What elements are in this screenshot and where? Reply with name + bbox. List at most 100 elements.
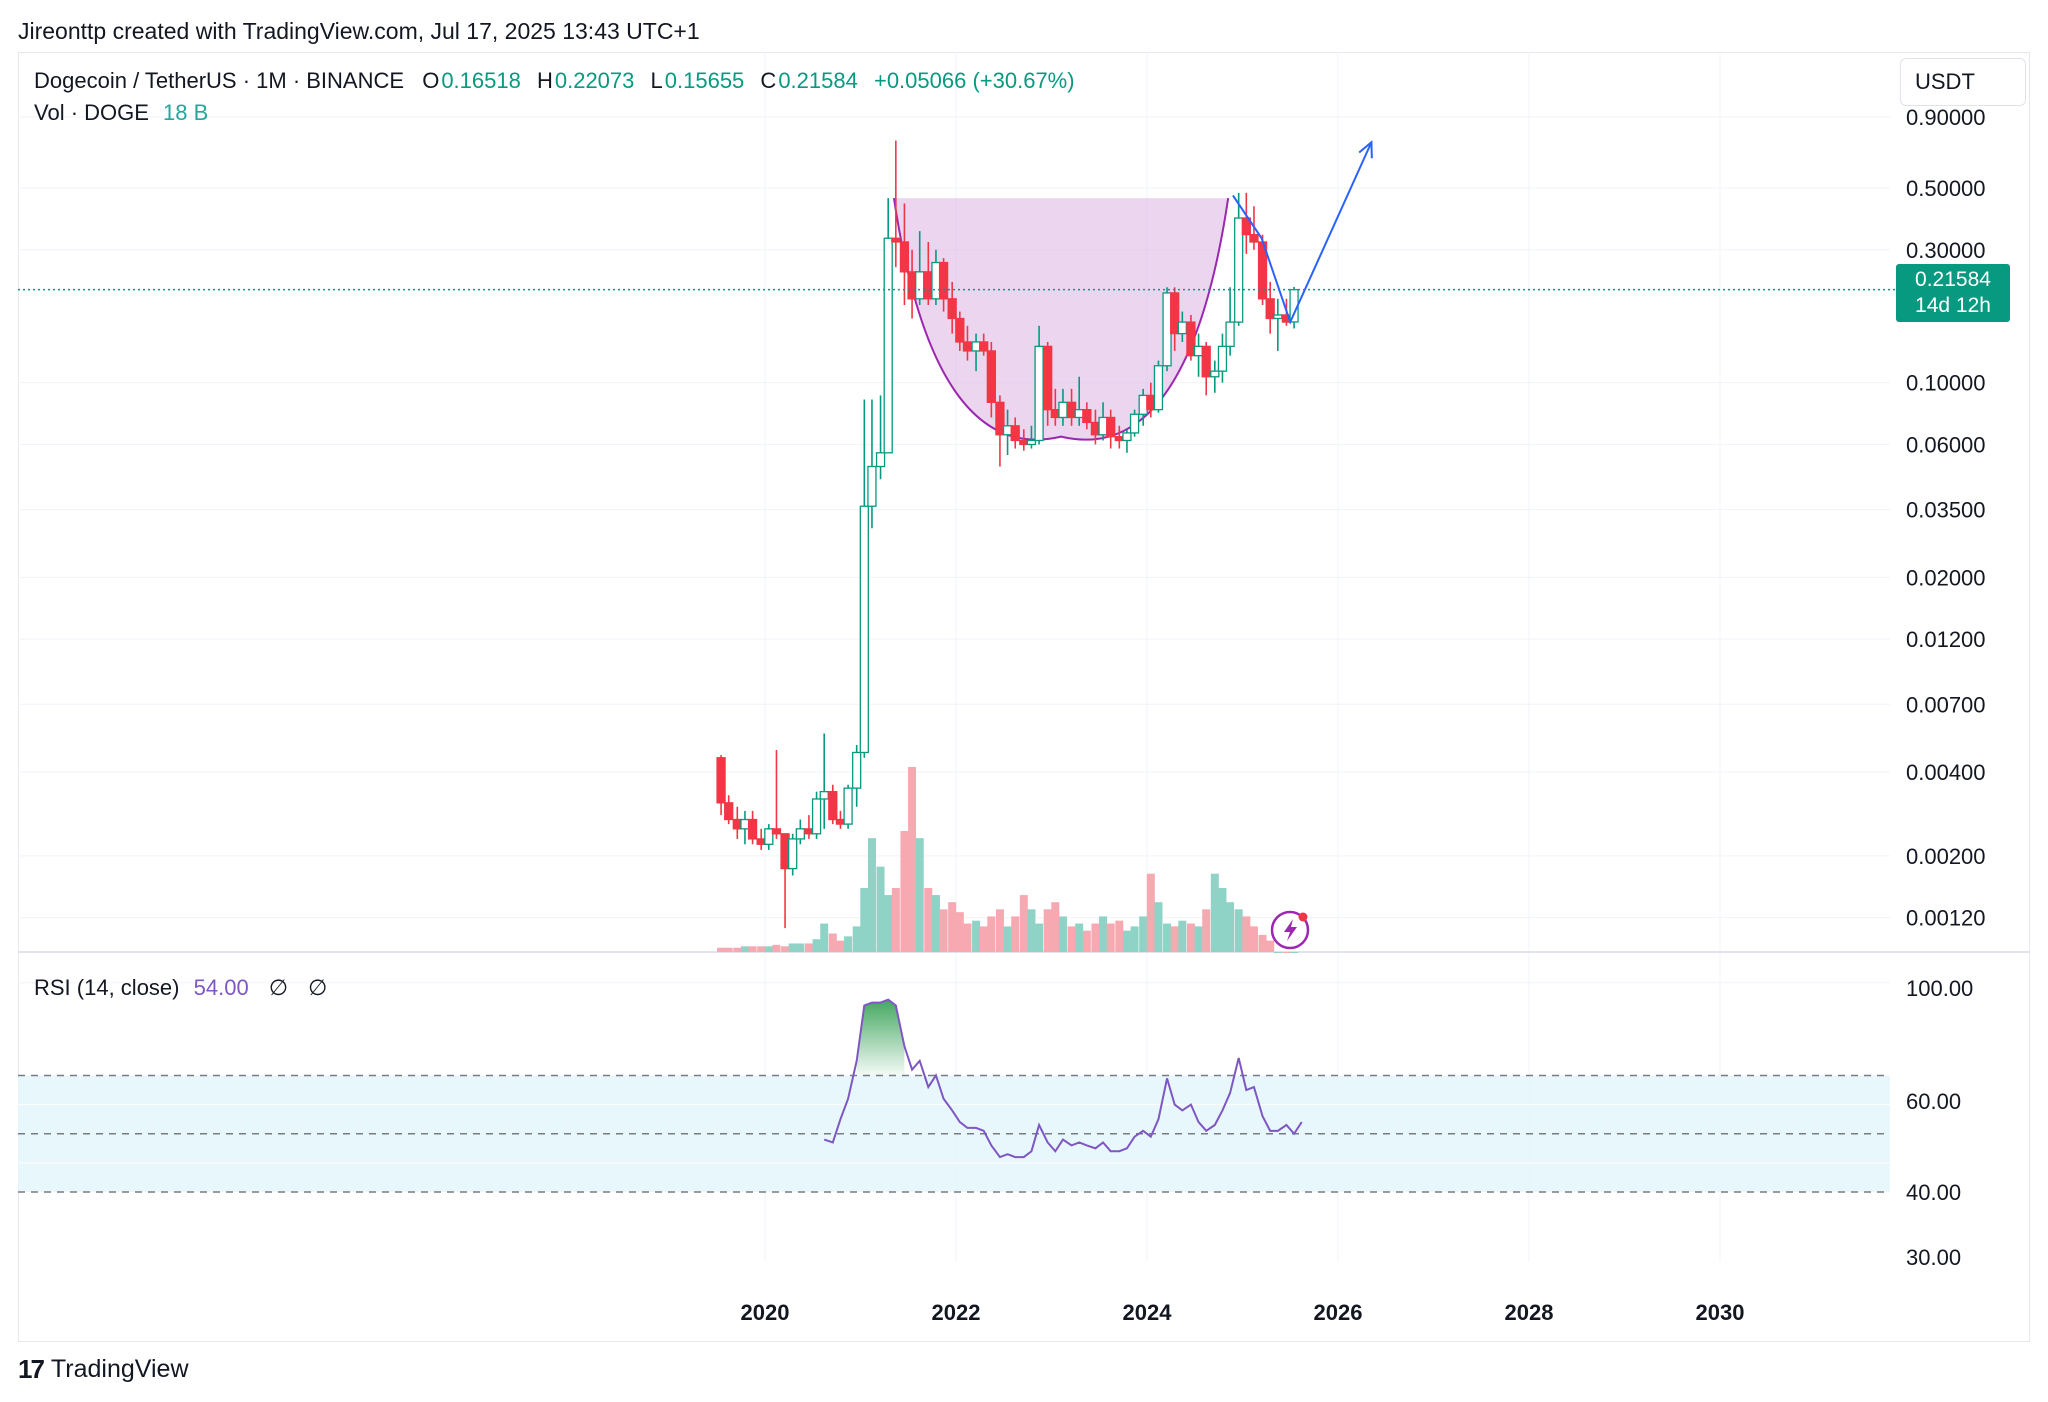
candle-body [1241,217,1251,236]
volume-label[interactable]: Vol · DOGE [34,100,149,125]
footer-brand[interactable]: 17 TradingView [18,1354,189,1385]
rsi-empty-icon-1: ∅ [268,975,288,1000]
volume-bar [860,887,869,952]
candle-body [1082,409,1092,424]
candle-body [979,341,989,352]
volume-bar [1106,923,1115,952]
candle-body [1249,233,1259,243]
last-price-tag: 0.21584 14d 12h [1896,264,2010,322]
flash-icon[interactable] [1270,910,1310,950]
candle-body [1177,321,1187,335]
volume-bar [1186,923,1195,952]
close-label: C [760,68,777,93]
price-axis-label: 0.00120 [1906,906,1986,931]
candle-body [1153,365,1164,411]
candle-body [1090,421,1101,436]
volume-bar [781,946,790,952]
rsi-line-path [823,998,1303,1159]
drawing-overlay [18,140,1896,325]
volume-bar [1202,909,1211,952]
change-value: +0.05066 (+30.67%) [873,68,1075,93]
candle-body [1146,394,1156,411]
candle-body [867,465,877,507]
price-axis: 0.90000 0.50000 0.30000 0.10000 0.06000 0.035… [1906,105,1986,931]
volume-bar [1003,926,1012,952]
candle-body [771,828,782,835]
price-axis-label: 0.30000 [1906,238,1986,263]
close-value: 0.21584 [778,68,858,93]
candle-body [756,838,766,845]
volume-bar [1011,916,1020,952]
candle-body [764,828,774,845]
volume-bar [748,946,757,952]
candle-body [1234,217,1244,323]
volume-bar [1082,930,1091,952]
volume-bar [1234,909,1243,952]
volume-bar [1058,916,1067,952]
candle-body [1050,409,1060,419]
candle-body [740,818,750,830]
candle-body [780,833,790,870]
volume-bar [796,943,805,952]
volume-bar [733,947,742,952]
tradingview-logo-icon: 17 [18,1354,45,1384]
candle-body [1265,298,1275,320]
candle-body [1043,345,1053,411]
volume-bar [979,926,988,952]
candle-body [828,790,838,821]
volume-bar [1242,916,1251,952]
volume-bar [924,887,933,952]
rsi-axis-label: 100.00 [1906,976,1973,1001]
candle-body [1129,413,1140,434]
volume-bar [1146,873,1155,952]
volume-bar [804,943,813,952]
candle-body [859,505,869,754]
brand-name: TradingView [50,1355,189,1383]
candle-body [907,271,917,300]
volume-bar [717,947,726,952]
rsi-axis: 100.00 60.00 40.00 30.00 [1906,976,1973,1270]
candle-body [819,790,829,800]
time-axis-label: 2026 [1314,1300,1363,1325]
volume-bar [764,946,773,952]
candle-body [1106,416,1116,438]
volume-bar [995,909,1004,952]
candle-body [1098,416,1108,436]
symbol-legend: Dogecoin / TetherUS · 1M · BINANCE O0.16… [34,68,1085,94]
volume-bar [908,767,917,952]
volume-bar [852,926,861,952]
volume-bar [1099,916,1108,952]
volume-bar [820,923,829,952]
volume-bar [1035,923,1044,952]
candle-body [883,237,893,454]
candle-body [875,452,886,468]
chart-credit: Jireonttp created with TradingView.com, … [18,18,700,44]
currency-button[interactable]: USDT [1900,58,2026,106]
volume-bar [1019,895,1028,952]
last-price-value: 0.21584 [1915,268,1991,291]
volume-bar [1154,902,1163,952]
volume-bar [1226,902,1235,952]
price-axis-label: 0.00400 [1906,760,1986,785]
candle-body [947,298,957,320]
volume-bar [836,940,845,952]
time-axis: 2020 2022 2024 2026 2028 2030 [741,1300,1745,1325]
rsi-axis-label: 40.00 [1906,1180,1961,1205]
volume-bar [1290,952,1299,953]
rsi-value: 54.00 [193,975,249,1000]
symbol-title[interactable]: Dogecoin / TetherUS · 1M · BINANCE [34,68,405,93]
candle-body [1074,409,1084,419]
open-value: 0.16518 [441,68,521,93]
volume-bar [1218,887,1227,952]
time-axis-label: 2020 [741,1300,790,1325]
candle-body [1026,439,1037,446]
volume-bar [891,887,900,952]
candle-body [1010,425,1020,442]
volume-bar [788,943,797,952]
volume-bars [717,767,1299,953]
rsi-label[interactable]: RSI (14, close) [34,975,180,1000]
candle-body [915,271,925,300]
candle-body [804,828,814,835]
candle-body [962,341,973,352]
